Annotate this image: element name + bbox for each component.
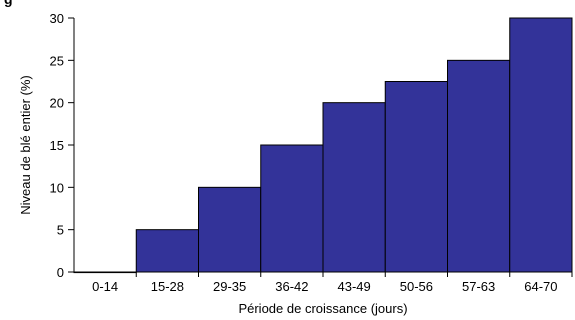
y-tick-label: 30 <box>50 11 64 26</box>
x-tick-label: 0-14 <box>92 279 118 294</box>
y-tick-label: 15 <box>50 138 64 153</box>
x-tick-label: 50-56 <box>400 279 433 294</box>
x-tick-label: 57-63 <box>462 279 495 294</box>
y-tick-label: 10 <box>50 180 64 195</box>
bar-57-63 <box>447 59 511 273</box>
y-axis-label: Niveau de blé entier (%) <box>18 75 33 214</box>
bar-series <box>73 17 573 274</box>
x-tick-label: 43-49 <box>338 279 371 294</box>
x-tick-label: 36-42 <box>275 279 308 294</box>
x-tick-label: 15-28 <box>151 279 184 294</box>
x-axis-ticks: 0-14 15-28 29-35 36-42 43-49 50-56 57-63 64-70 <box>92 272 573 294</box>
y-tick-label: 25 <box>50 53 64 68</box>
bar-29-35 <box>198 186 262 273</box>
x-axis-label: Période de croissance (jours) <box>238 301 407 316</box>
y-tick-label: 5 <box>57 223 64 238</box>
bar-43-49 <box>322 102 386 273</box>
y-tick-label: 0 <box>57 265 64 280</box>
x-tick-label: 29-35 <box>213 279 246 294</box>
x-tick-label: 64-70 <box>524 279 557 294</box>
y-axis-ticks: 0 5 10 15 20 25 30 <box>50 11 74 280</box>
bar-36-42 <box>260 144 324 273</box>
bar-64-70 <box>509 17 573 273</box>
bar-15-28 <box>135 229 199 273</box>
bar-50-56 <box>384 81 448 273</box>
chart-title-fragment: g <box>4 0 13 7</box>
y-tick-label: 20 <box>50 96 64 111</box>
